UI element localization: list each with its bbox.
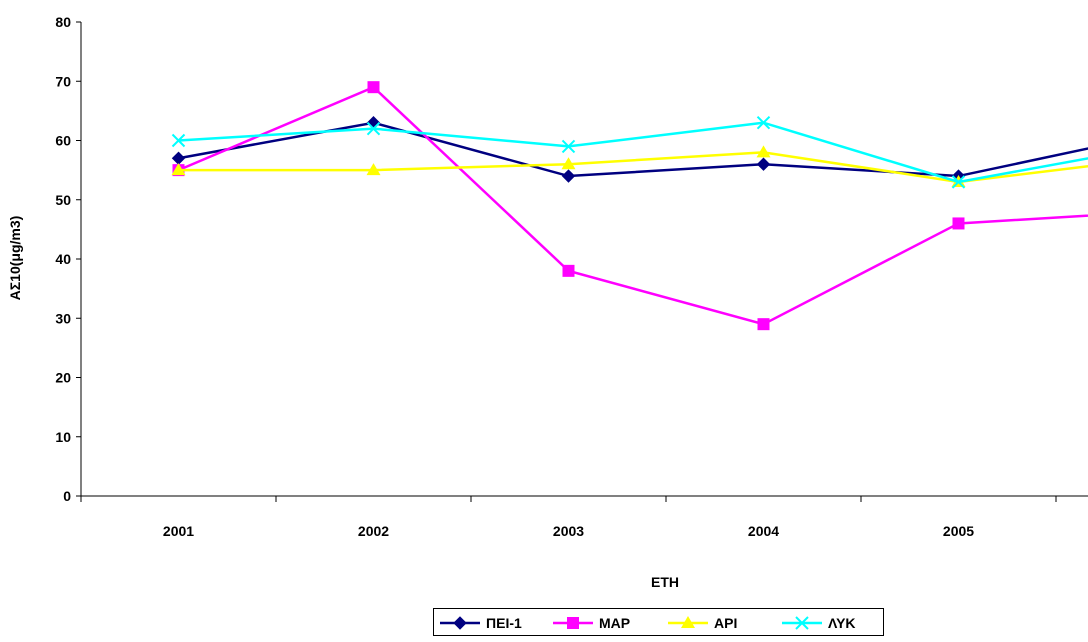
y-axis: 0 10 20 30 40 50 60 70 80 [55, 14, 81, 504]
series-line [179, 87, 1088, 324]
legend-marker [567, 617, 579, 629]
y-tick-label: 10 [55, 429, 71, 445]
data-point [758, 318, 770, 330]
y-tick-label: 0 [63, 488, 71, 504]
legend-item: ΑΡΙ [668, 615, 737, 631]
data-point [953, 217, 965, 229]
y-tick-label: 80 [55, 14, 71, 30]
legend-label: ΑΡΙ [714, 615, 737, 631]
legend-marker [454, 617, 466, 629]
series-2 [173, 81, 1088, 330]
data-point [173, 152, 185, 164]
legend-item: ΠΕΙ-1 [440, 615, 522, 631]
x-tick-label: 2003 [553, 523, 584, 539]
legend: ΠΕΙ-1 ΜΑΡ ΑΡΙ ΛΥΚ [433, 608, 884, 636]
series-layer [172, 81, 1088, 330]
data-point [563, 170, 575, 182]
y-tick-label: 70 [55, 73, 71, 89]
legend-item: ΛΥΚ [782, 615, 856, 631]
data-point [368, 81, 380, 93]
x-axis-title: ΕΤΗ [651, 574, 679, 590]
legend-label: ΛΥΚ [828, 615, 856, 631]
data-point [757, 145, 771, 157]
x-tick-label: 2001 [163, 523, 194, 539]
series-1 [173, 117, 1088, 182]
y-tick-label: 60 [55, 133, 71, 149]
legend-item: ΜΑΡ [553, 615, 630, 631]
legend-label: ΠΕΙ-1 [486, 615, 522, 631]
x-tick-label: 2002 [358, 523, 389, 539]
data-point [368, 117, 380, 129]
x-tick-label: 2005 [943, 523, 974, 539]
data-point [758, 158, 770, 170]
x-tick-label: 2004 [748, 523, 779, 539]
series-line [179, 152, 1088, 182]
data-point [563, 265, 575, 277]
series-4 [173, 117, 1088, 188]
y-axis-title: ΑΣ10(μg/m3) [7, 216, 23, 301]
y-tick-label: 30 [55, 310, 71, 326]
y-tick-label: 20 [55, 370, 71, 386]
y-tick-label: 40 [55, 251, 71, 267]
series-line [179, 123, 1088, 176]
legend-label: ΜΑΡ [599, 615, 630, 631]
y-tick-label: 50 [55, 192, 71, 208]
x-axis: 2001 2002 2003 2004 2005 [81, 496, 1088, 539]
